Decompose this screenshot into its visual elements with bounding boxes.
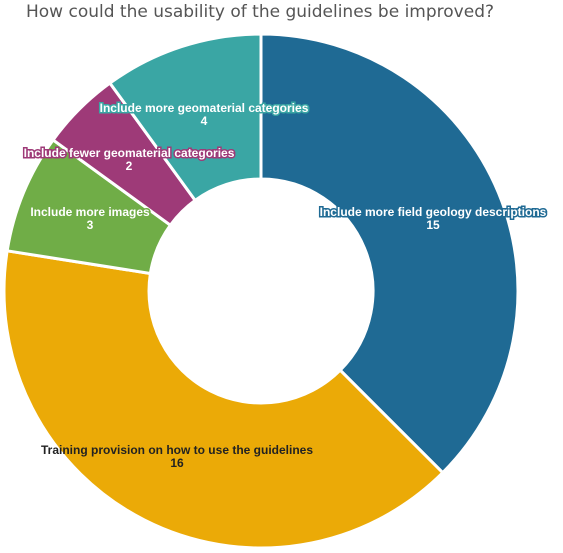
slice-value-include-more-field-geology-descriptions: 15 [426,218,440,232]
slice-label-training-provision-on-how-to-use-the-guidelines: Training provision on how to use the gui… [41,443,313,457]
slice-label-include-more-field-geology-descriptions: Include more field geology descriptions [320,205,547,219]
slice-value-include-fewer-geomaterial-categories: 2 [126,159,133,173]
slice-include-more-geomaterial-categories [108,32,263,202]
slice-include-more-field-geology-descriptions [259,32,520,475]
slice-value-include-more-geomaterial-categories: 4 [201,114,208,128]
slice-label-include-fewer-geomaterial-categories: Include fewer geomaterial categories [24,146,235,160]
slice-training-provision-on-how-to-use-the-guidelines [2,249,445,550]
slice-value-training-provision-on-how-to-use-the-guidelines: 16 [170,456,184,470]
slice-value-include-more-images: 3 [87,218,94,232]
slice-label-include-more-images: Include more images [30,205,150,219]
chart-title: How could the usability of the guideline… [25,2,495,22]
slice-label-include-more-geomaterial-categories: Include more geomaterial categories [100,101,309,115]
